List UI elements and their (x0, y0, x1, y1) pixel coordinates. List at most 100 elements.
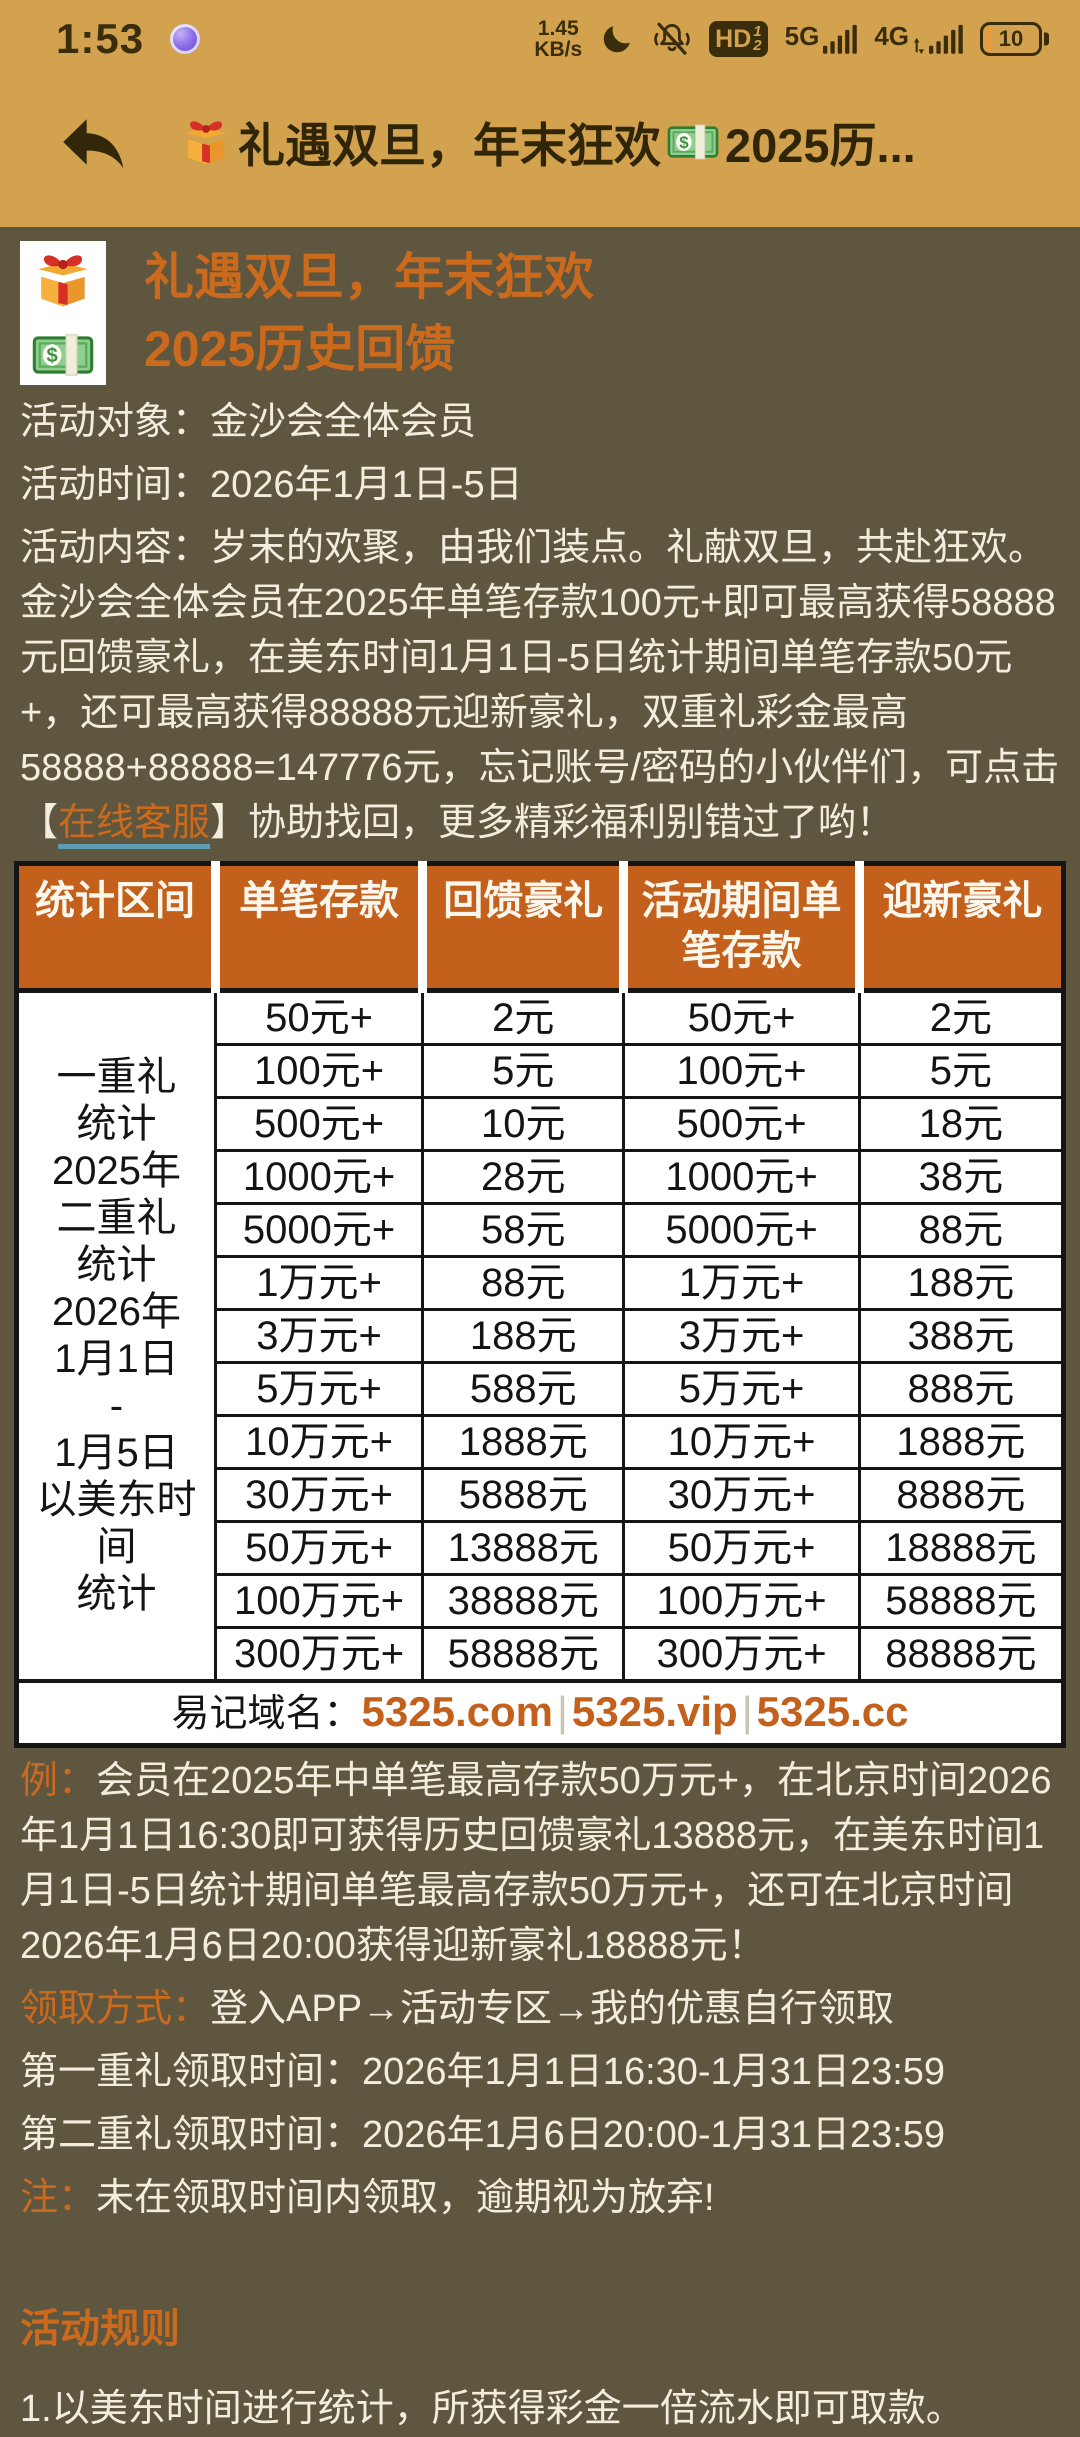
table-cell: 1万元+ (622, 1255, 861, 1311)
hd-sim1-label: 1 (753, 23, 762, 40)
gift-emoji-icon (38, 255, 88, 307)
example-label: 例： (20, 1760, 97, 1802)
table-row: 100元+ 5元 100元+ 5元 (17, 1043, 1066, 1099)
table-cell: 500元+ (213, 1096, 425, 1152)
table-cell: 388元 (857, 1308, 1066, 1364)
activity-content-tail: 】协助找回，更多精彩福利别错过了哟！ (210, 802, 895, 844)
activity-target: 活动对象：金沙会全体会员 (20, 401, 477, 443)
table-cell: 50元+ (213, 989, 425, 1046)
data-arrows-icon (913, 37, 925, 54)
table-row: 100万元+ 38888元 100万元+ 58888元 (17, 1573, 1066, 1629)
deposit-bonus-table: 统计区间 单笔存款 回馈豪礼 活动期间单笔存款 迎新豪礼 一重礼 统计 2025年二… (14, 861, 1066, 1748)
promo-title-line2: 2025历史回馈 (144, 321, 456, 377)
table-cell: 2元 (421, 989, 626, 1046)
battery-icon: 10 (980, 22, 1042, 56)
table-cell: 2元 (857, 989, 1066, 1046)
table-cell: 5元 (857, 1043, 1066, 1099)
status-bar-left: 1:53 (56, 15, 201, 63)
signal-bars-icon (929, 24, 963, 54)
rule-1: 1.以美东时间进行统计，所获得彩金一倍流水即可取款。 (20, 2388, 964, 2430)
domain-separator: | (741, 1688, 753, 1735)
example-paragraph: 例：会员在2025年中单笔最高存款50万元+，在北京时间2026年1月1日16:… (20, 1754, 1060, 1974)
table-row: 1000元+ 28元 1000元+ 38元 (17, 1149, 1066, 1205)
table-cell: 1000元+ (213, 1149, 425, 1205)
deposit-table-body: 一重礼 统计 2025年 二重礼 统计 2026年 1月1日 -1月5日 以美东时间统计 50元+… (15, 989, 1066, 1683)
status-bar: 1:53 1.45 KB/s HD (0, 0, 1080, 70)
domain-link[interactable]: 5325.cc (756, 1688, 909, 1735)
do-not-disturb-moon-icon (603, 26, 631, 53)
activity-content-text: 活动内容：岁末的欢聚，由我们装点。礼献双旦，共赴狂欢。金沙会全体会员在2025年… (20, 527, 1060, 844)
network-speed-indicator: 1.45 KB/s (534, 18, 582, 60)
network-type-5g-label: 5G (784, 21, 820, 51)
promo-title: 礼遇双旦，年末狂欢 2025历史回馈 (144, 241, 594, 385)
svg-text:$: $ (47, 345, 58, 367)
table-cell: 188元 (421, 1308, 626, 1364)
table-cell: 100万元+ (213, 1573, 425, 1629)
network-type-4g-label: 4G (874, 21, 909, 51)
page-title: 礼遇双旦，年末狂欢 $ 2025历... (180, 107, 916, 176)
promo-header: $ 礼遇双旦，年末狂欢 2025历史回馈 (20, 241, 1066, 385)
domain-link[interactable]: 5325.com (361, 1688, 553, 1735)
table-cell: 10万元+ (213, 1414, 425, 1470)
activity-content: 活动内容：岁末的欢聚，由我们装点。礼献双旦，共赴狂欢。金沙会全体会员在2025年… (20, 521, 1060, 851)
online-service-link[interactable]: 在线客服 (58, 802, 211, 849)
money-emoji-icon: $ (667, 124, 719, 159)
note-paragraph: 注：未在领取时间内领取，逾期视为放弃! (20, 2171, 1060, 2226)
table-cell: 58元 (421, 1202, 626, 1258)
signal-5g: 5G (784, 21, 858, 54)
domain-label: 易记域名： (171, 1693, 362, 1735)
mute-vibrate-bell-icon (654, 22, 691, 55)
table-cell: 8888元 (857, 1467, 1066, 1523)
nav-bar: 礼遇双旦，年末狂欢 $ 2025历... (0, 70, 1080, 227)
gift-emoji-icon (185, 120, 227, 164)
table-row: 300万元+ 58888元 300万元+ 88888元 (17, 1626, 1066, 1683)
money-emoji-icon: $ (32, 334, 94, 376)
table-cell: 38元 (857, 1149, 1066, 1205)
table-cell: 500元+ (622, 1096, 861, 1152)
table-cell: 88元 (857, 1202, 1066, 1258)
table-header-row: 统计区间 单笔存款 回馈豪礼 活动期间单笔存款 迎新豪礼 (16, 863, 1064, 993)
back-button[interactable] (52, 104, 134, 180)
network-speed-value: 1.45 (537, 17, 579, 40)
domain-cell: 易记域名：5325.com|5325.vip|5325.cc (16, 1679, 1064, 1746)
table-cell: 100元+ (622, 1043, 861, 1099)
first-claim-time: 第一重礼领取时间：2026年1月1日16:30-1月31日23:59 (20, 2051, 946, 2093)
claim-method-label: 领取方式： (20, 1988, 211, 2030)
table-cell: 5万元+ (213, 1361, 425, 1417)
table-row: 1万元+ 88元 1万元+ 188元 (17, 1255, 1066, 1311)
table-row: 500元+ 10元 500元+ 18元 (17, 1096, 1066, 1152)
table-cell: 5万元+ (622, 1361, 861, 1417)
table-cell: 588元 (421, 1361, 626, 1417)
table-cell: 88元 (421, 1255, 626, 1311)
domain-separator: | (557, 1688, 568, 1735)
domain-link[interactable]: 5325.vip (571, 1688, 738, 1735)
claim-method: 领取方式：登入APP→活动专区→我的优惠自行领取 (20, 1982, 1060, 2037)
signal-4g: 4G (874, 21, 963, 54)
table-cell: 5000元+ (622, 1202, 861, 1258)
network-speed-unit: KB/s (534, 38, 583, 61)
table-cell: 1万元+ (213, 1255, 425, 1311)
promo-title-line1: 礼遇双旦，年末狂欢 (144, 249, 594, 305)
table-cell: 100元+ (213, 1043, 425, 1099)
table-cell: 888元 (857, 1361, 1066, 1417)
domain-links: 5325.com|5325.vip|5325.cc (362, 1688, 909, 1735)
table-cell: 10万元+ (622, 1414, 861, 1470)
table-cell: 100万元+ (622, 1573, 861, 1629)
note-text: 未在领取时间内领取，逾期视为放弃! (96, 2177, 715, 2219)
table-cell: 18元 (857, 1096, 1066, 1152)
table-cell: 1000元+ (622, 1149, 861, 1205)
activity-time: 活动时间：2026年1月1日-5日 (20, 464, 523, 506)
table-cell: 5888元 (421, 1467, 626, 1523)
hd-label: HD (715, 24, 752, 53)
table-cell: 38888元 (421, 1573, 626, 1629)
table-cell: 88888元 (857, 1626, 1066, 1683)
table-cell: 300万元+ (213, 1626, 425, 1683)
table-cell: 50万元+ (213, 1520, 425, 1576)
table-cell: 13888元 (421, 1520, 626, 1576)
rules-title: 活动规则 (20, 2307, 180, 2351)
table-cell: 1888元 (421, 1414, 626, 1470)
column-header-feedback-gift: 回馈豪礼 (418, 863, 624, 993)
table-row: 5万元+ 588元 5万元+ 888元 (17, 1361, 1066, 1417)
table-cell: 10元 (421, 1096, 626, 1152)
